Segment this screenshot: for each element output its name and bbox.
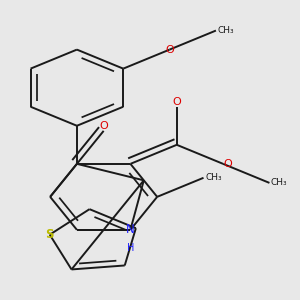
Text: S: S	[46, 228, 54, 241]
Text: O: O	[165, 45, 174, 55]
Text: N: N	[126, 223, 135, 236]
Text: O: O	[223, 159, 232, 169]
Text: CH₃: CH₃	[218, 26, 234, 35]
Text: O: O	[99, 121, 108, 131]
Text: CH₃: CH₃	[271, 178, 288, 188]
Text: CH₃: CH₃	[205, 173, 222, 182]
Text: O: O	[172, 97, 181, 107]
Text: H: H	[127, 243, 134, 253]
